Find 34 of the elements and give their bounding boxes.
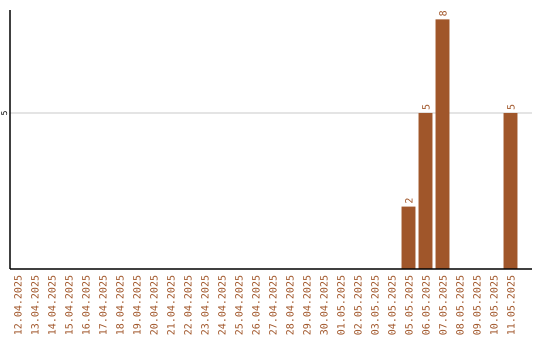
x-tick-label: 03.05.2025 [370,275,382,336]
x-tick-label: 06.05.2025 [422,275,432,336]
x-tick-label: 13.04.2025 [30,275,42,336]
x-tick-label: 10.05.2025 [490,275,500,336]
x-tick-label: 30.04.2025 [320,275,330,336]
x-tick-label: 29.04.2025 [302,275,314,336]
x-tick-label: 17.04.2025 [98,275,110,336]
x-tick-label: 28.04.2025 [286,275,296,336]
x-tick-label: 04.05.2025 [388,275,398,336]
x-tick-label: 01.05.2025 [336,275,348,336]
x-tick-label: 08.05.2025 [456,275,466,336]
x-tick-label: 26.04.2025 [252,275,262,336]
x-tick-label: 11.05.2025 [506,275,518,336]
data-label: 5 [506,104,518,110]
x-tick-label: 16.04.2025 [82,275,92,336]
x-tick-label: 27.04.2025 [268,275,280,336]
x-tick-label: 15.04.2025 [64,275,76,336]
x-tick-label: 21.04.2025 [166,275,178,336]
data-label: 5 [422,104,432,110]
x-tick-label: 25.04.2025 [234,275,246,336]
x-tick-label: 05.05.2025 [404,275,416,336]
x-tick-label: 02.05.2025 [354,275,364,336]
x-tick-label: 19.04.2025 [132,275,144,336]
x-tick-label: 14.04.2025 [48,275,58,336]
x-tick-label: 20.04.2025 [150,275,160,336]
data-label: 8 [438,10,450,16]
x-tick-label: 22.04.2025 [184,275,194,336]
data-label: 2 [404,198,416,204]
x-tick-label: 18.04.2025 [116,275,126,336]
x-tick-label: 07.05.2025 [438,275,450,336]
x-tick-label: 23.04.2025 [200,275,212,336]
x-tick-label: 09.05.2025 [472,275,484,336]
x-tick-label: 24.04.2025 [218,275,228,336]
x-tick-label: 12.04.2025 [14,275,24,336]
